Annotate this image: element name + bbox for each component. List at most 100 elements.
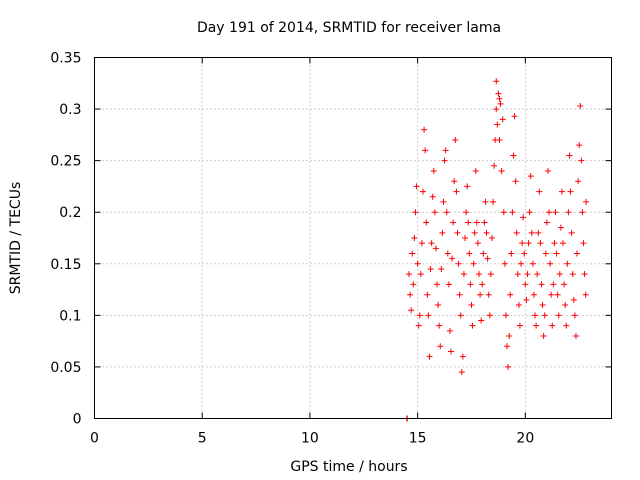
data-point: [450, 219, 457, 226]
data-point: [474, 240, 481, 247]
data-point: [443, 209, 450, 216]
data-point: [471, 229, 478, 236]
data-point: [507, 291, 514, 298]
data-point: [427, 265, 434, 272]
data-point: [565, 209, 572, 216]
data-point: [528, 229, 535, 236]
data-point: [561, 281, 568, 288]
data-point: [420, 188, 427, 195]
data-point: [407, 291, 414, 298]
data-point: [483, 229, 490, 236]
data-point: [488, 235, 495, 241]
data-point: [543, 219, 550, 226]
data-point: [505, 363, 512, 370]
data-point: [581, 271, 588, 278]
data-point: [442, 147, 449, 154]
data-point: [515, 302, 522, 309]
data-point: [449, 255, 456, 262]
data-point: [574, 250, 581, 257]
data-point: [550, 281, 557, 288]
data-point: [542, 250, 549, 257]
data-point: [508, 250, 515, 257]
data-point: [470, 260, 477, 267]
x-tick-label: 20: [516, 431, 534, 447]
data-point: [520, 214, 527, 221]
data-point: [532, 312, 539, 319]
data-point: [473, 219, 480, 226]
data-point: [576, 142, 583, 149]
data-point: [437, 343, 444, 350]
plot-frame: [94, 57, 612, 419]
data-point: [436, 322, 443, 329]
y-axis-label: SRMTID / TECUs: [8, 182, 24, 295]
y-tick-label: 0.2: [59, 205, 81, 221]
data-point: [460, 271, 467, 278]
data-point: [480, 250, 487, 257]
data-point: [428, 240, 435, 247]
data-point: [579, 209, 586, 216]
x-tick-label: 10: [301, 431, 319, 447]
data-point: [569, 271, 576, 278]
data-point: [560, 240, 567, 247]
data-point: [570, 296, 577, 303]
data-point: [486, 312, 493, 319]
y-tick-label: 0.35: [50, 51, 81, 67]
data-point: [564, 260, 571, 267]
data-point: [462, 235, 469, 241]
data-point: [544, 167, 551, 174]
data-point: [556, 271, 563, 278]
data-point: [533, 322, 540, 329]
y-tick-labels: 0 0.05 0.1 0.15 0.2 0.25 0.3 0.35: [50, 51, 81, 428]
data-point: [510, 152, 517, 159]
data-point: [451, 178, 458, 185]
data-point: [469, 322, 476, 329]
data-point: [408, 307, 415, 314]
data-point: [504, 343, 511, 350]
data-point: [490, 198, 497, 205]
data-point: [494, 121, 501, 128]
data-point: [456, 291, 463, 298]
axis-ticks: [94, 57, 612, 419]
data-point: [557, 224, 564, 231]
data-point: [415, 322, 422, 329]
data-point: [499, 116, 506, 123]
data-point: [476, 271, 483, 278]
data-point: [406, 271, 413, 278]
data-point: [493, 106, 500, 113]
data-point: [484, 255, 491, 262]
data-point: [578, 157, 585, 164]
data-point: [448, 348, 455, 355]
y-tick-label: 0.15: [50, 257, 81, 273]
data-point: [467, 281, 474, 288]
data-point: [549, 322, 556, 329]
data-point: [548, 291, 555, 298]
data-point: [551, 240, 558, 247]
data-point: [446, 327, 453, 334]
x-tick-label: 15: [409, 431, 427, 447]
data-point: [566, 152, 573, 159]
data-point: [524, 271, 531, 278]
data-point: [493, 78, 500, 85]
data-point: [421, 126, 428, 133]
data-point: [516, 322, 523, 329]
data-point: [491, 162, 498, 169]
x-tick-label: 5: [198, 431, 207, 447]
data-point: [523, 296, 530, 303]
data-point: [536, 188, 543, 195]
data-point: [487, 271, 494, 278]
data-point: [426, 353, 433, 360]
data-point: [430, 167, 437, 174]
data-point: [464, 183, 471, 190]
data-point: [424, 291, 431, 298]
data-point: [535, 229, 542, 236]
data-point: [432, 245, 439, 252]
data-point: [416, 312, 423, 319]
data-point: [583, 198, 590, 205]
data-point: [457, 312, 464, 319]
data-point: [513, 229, 520, 236]
data-point: [413, 183, 420, 190]
data-point: [429, 193, 436, 200]
data-point: [518, 260, 525, 267]
data-point: [445, 281, 452, 288]
